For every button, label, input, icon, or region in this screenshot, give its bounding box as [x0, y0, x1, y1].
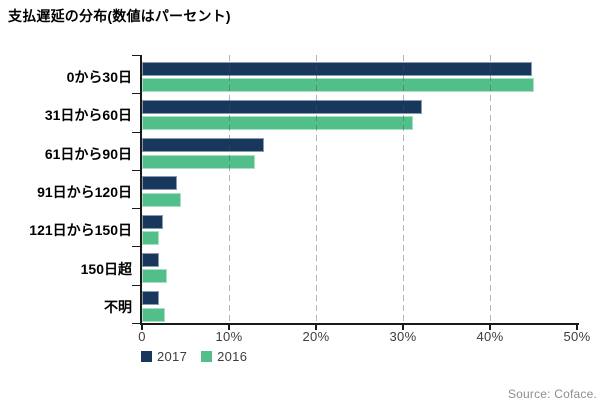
x-tick-label-0: 0: [138, 329, 146, 344]
category-label-5: 150日超: [80, 260, 132, 277]
y-tick-1: [132, 93, 140, 95]
y-tick-2: [132, 131, 140, 133]
legend-item-2016: 2016: [201, 349, 247, 364]
x-axis-line: [140, 323, 579, 325]
bar-2017-3: [142, 176, 177, 191]
x-tick-label-30: 30%: [389, 329, 417, 344]
bar-group-4: [142, 208, 577, 246]
bar-2016-5: [142, 269, 168, 284]
bar-2017-0: [142, 61, 532, 76]
bar-group-2: [142, 132, 577, 170]
legend-label-2017: 2017: [157, 349, 188, 364]
bar-group-6: [142, 285, 577, 323]
bar-2017-2: [142, 138, 264, 153]
x-tick-label-50: 50%: [563, 329, 591, 344]
legend-swatch-2017: [141, 351, 152, 362]
x-tick-30: [402, 325, 404, 330]
category-label-2: 61日から90日: [44, 145, 132, 162]
bar-2017-4: [142, 214, 163, 229]
bar-2016-1: [142, 116, 414, 131]
gridline-30: [403, 55, 404, 323]
category-axis-labels: 0から30日 31日から60日 61日から90日 91日から120日 121日から150…: [0, 55, 132, 323]
y-axis-line: [140, 55, 142, 325]
x-tick-10: [228, 325, 230, 330]
legend-swatch-2016: [201, 351, 213, 362]
category-label-6: 不明: [104, 298, 132, 315]
y-tick-3: [132, 169, 140, 171]
x-tick-40: [489, 325, 491, 330]
gridline-40: [490, 55, 491, 323]
legend: 2017 2016: [141, 349, 247, 364]
bar-group-5: [142, 246, 577, 284]
legend-item-2017: 2017: [141, 349, 187, 364]
bar-group-0: [142, 55, 577, 93]
gridline-20: [316, 55, 317, 323]
x-tick-20: [315, 325, 317, 330]
category-label-1: 31日から60日: [44, 107, 132, 124]
x-tick-label-20: 20%: [302, 329, 330, 344]
category-label-3: 91日から120日: [37, 183, 132, 200]
bar-2016-6: [142, 307, 166, 322]
y-tick-4: [132, 208, 140, 210]
bar-2017-5: [142, 252, 159, 267]
y-tick-5: [132, 246, 140, 248]
x-tick-0: [141, 325, 143, 330]
bar-2016-3: [142, 192, 182, 207]
category-label-0: 0から30日: [66, 69, 132, 86]
bar-group-1: [142, 93, 577, 131]
chart-title: 支払遅延の分布(数値はパーセント): [8, 8, 231, 24]
plot-area: [142, 55, 577, 323]
category-label-4: 121日から150日: [29, 222, 132, 239]
legend-label-2016: 2016: [217, 349, 248, 364]
x-tick-50: [576, 325, 578, 330]
x-tick-label-10: 10%: [215, 329, 243, 344]
y-tick-0: [132, 55, 140, 56]
bar-2016-0: [142, 78, 534, 92]
bar-2017-6: [142, 291, 159, 306]
source-note: Source: Coface.: [507, 387, 597, 401]
bar-group-3: [142, 170, 577, 208]
gridline-10: [229, 55, 230, 323]
y-tick-7: [132, 323, 140, 324]
x-tick-label-40: 40%: [476, 329, 504, 344]
bar-2017-1: [142, 99, 423, 114]
bar-2016-4: [142, 231, 159, 246]
y-tick-6: [132, 284, 140, 286]
bar-2016-2: [142, 154, 256, 169]
